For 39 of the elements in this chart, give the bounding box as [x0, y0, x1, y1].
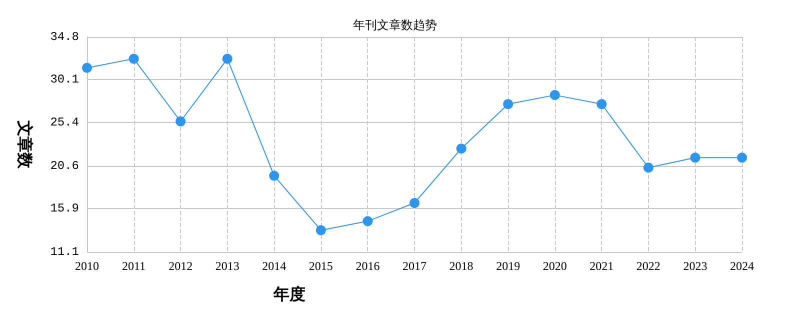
point	[176, 116, 186, 126]
y-tick-label: 11.1	[50, 245, 79, 259]
point	[128, 54, 139, 64]
x-tick-label: 2024	[730, 259, 754, 273]
x-tick-label: 2017	[402, 259, 426, 273]
point	[362, 216, 373, 226]
x-tick-label: 2016	[356, 259, 380, 273]
point	[269, 170, 280, 181]
x-tick-label: 2022	[636, 259, 660, 273]
x-tick-label: 2013	[215, 259, 240, 273]
y-tick-label: 34.8	[50, 30, 79, 44]
x-tick-label: 2023	[683, 259, 708, 273]
y-tick-label: 25.4	[50, 115, 79, 130]
chart-title: 年刊文章数趋势	[353, 18, 437, 32]
x-tick-label: 2012	[168, 259, 193, 273]
point	[456, 144, 466, 154]
y-tick-label: 20.6	[50, 158, 79, 173]
x-tick-label: 2014	[262, 259, 286, 273]
x-tick-label: 2010	[75, 259, 99, 273]
point	[550, 90, 560, 100]
y-axis-title: 文章数	[16, 120, 34, 170]
y-tick-label: 30.1	[50, 72, 79, 87]
point	[410, 198, 420, 208]
x-tick-label: 2021	[590, 259, 614, 273]
point	[82, 62, 92, 73]
x-tick-label: 2011	[122, 259, 146, 273]
x-axis-title: 年度	[272, 284, 306, 304]
point	[690, 152, 700, 163]
x-tick-label: 2019	[496, 259, 520, 273]
x-tick-label: 2018	[449, 259, 474, 273]
y-tick-label: 15.9	[50, 201, 79, 216]
point	[503, 99, 514, 110]
x-tick-label: 2015	[308, 259, 333, 273]
point	[222, 54, 232, 64]
point	[596, 99, 607, 110]
x-tick-label: 2020	[542, 259, 567, 273]
point	[643, 162, 654, 173]
point	[316, 225, 326, 236]
point	[737, 152, 747, 163]
